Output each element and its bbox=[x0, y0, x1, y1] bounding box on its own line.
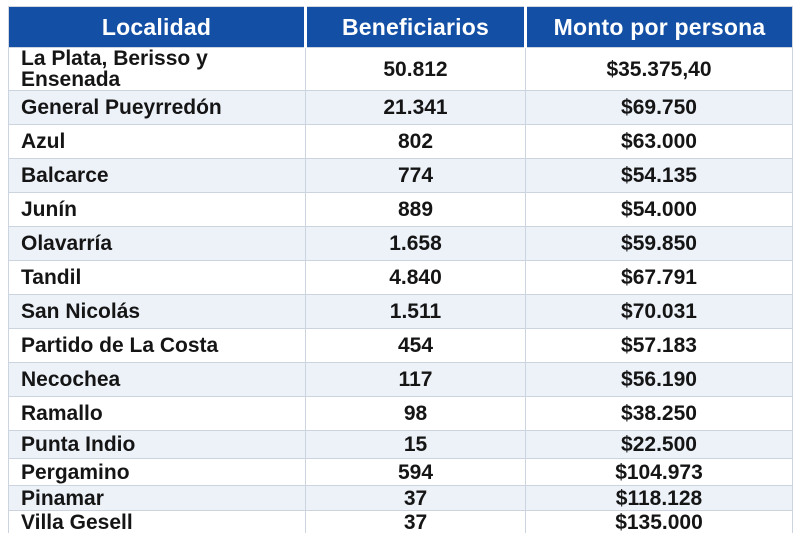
cell-localidad: Pergamino bbox=[8, 458, 306, 486]
cell-monto: $69.750 bbox=[525, 90, 793, 125]
cell-beneficiarios: 774 bbox=[305, 158, 526, 193]
cell-beneficiarios: 37 bbox=[305, 510, 526, 533]
cell-localidad: Ramallo bbox=[8, 396, 306, 431]
cell-monto: $118.128 bbox=[525, 485, 793, 511]
cell-beneficiarios: 594 bbox=[305, 458, 526, 486]
cell-beneficiarios: 454 bbox=[305, 328, 526, 363]
table-row: Partido de La Costa 454 $57.183 bbox=[8, 328, 793, 363]
table-row: Tandil 4.840 $67.791 bbox=[8, 260, 793, 295]
cell-monto: $104.973 bbox=[525, 458, 793, 486]
header-row: Localidad Beneficiarios Monto por person… bbox=[8, 6, 793, 48]
cell-beneficiarios: 4.840 bbox=[305, 260, 526, 295]
cell-localidad: Partido de La Costa bbox=[8, 328, 306, 363]
table-row: Necochea 117 $56.190 bbox=[8, 362, 793, 397]
cell-beneficiarios: 802 bbox=[305, 124, 526, 159]
cell-monto: $59.850 bbox=[525, 226, 793, 261]
cell-beneficiarios: 37 bbox=[305, 485, 526, 511]
cell-beneficiarios: 889 bbox=[305, 192, 526, 227]
cell-localidad: Olavarría bbox=[8, 226, 306, 261]
cell-localidad: Pinamar bbox=[8, 485, 306, 511]
cell-localidad: La Plata, Berisso y Ensenada bbox=[8, 47, 306, 91]
table-row: Punta Indio 15 $22.500 bbox=[8, 430, 793, 459]
table-row: Balcarce 774 $54.135 bbox=[8, 158, 793, 193]
cell-localidad: Azul bbox=[8, 124, 306, 159]
cell-localidad: Balcarce bbox=[8, 158, 306, 193]
cell-localidad: Tandil bbox=[8, 260, 306, 295]
cell-monto: $70.031 bbox=[525, 294, 793, 329]
cell-beneficiarios: 15 bbox=[305, 430, 526, 459]
cell-monto: $63.000 bbox=[525, 124, 793, 159]
cell-beneficiarios: 21.341 bbox=[305, 90, 526, 125]
cell-beneficiarios: 50.812 bbox=[305, 47, 526, 91]
cell-monto: $56.190 bbox=[525, 362, 793, 397]
cell-localidad: Punta Indio bbox=[8, 430, 306, 459]
cell-monto: $135.000 bbox=[525, 510, 793, 533]
cell-localidad: San Nicolás bbox=[8, 294, 306, 329]
cell-beneficiarios: 1.511 bbox=[305, 294, 526, 329]
column-header-beneficiarios: Beneficiarios bbox=[304, 6, 527, 48]
cell-localidad: General Pueyrredón bbox=[8, 90, 306, 125]
table-row: Pergamino 594 $104.973 bbox=[8, 458, 793, 486]
cell-monto: $57.183 bbox=[525, 328, 793, 363]
benefits-table: Localidad Beneficiarios Monto por person… bbox=[8, 6, 793, 533]
cell-localidad: Villa Gesell bbox=[8, 510, 306, 533]
cell-beneficiarios: 117 bbox=[305, 362, 526, 397]
table-row: Olavarría 1.658 $59.850 bbox=[8, 226, 793, 261]
table-row: General Pueyrredón 21.341 $69.750 bbox=[8, 90, 793, 125]
cell-beneficiarios: 1.658 bbox=[305, 226, 526, 261]
table-row: Pinamar 37 $118.128 bbox=[8, 485, 793, 511]
table-row: Villa Gesell 37 $135.000 bbox=[8, 510, 793, 533]
table-row: Ramallo 98 $38.250 bbox=[8, 396, 793, 431]
benefits-table-container: Localidad Beneficiarios Monto por person… bbox=[8, 6, 793, 533]
column-header-monto: Monto por persona bbox=[524, 6, 793, 48]
cell-monto: $54.000 bbox=[525, 192, 793, 227]
cell-beneficiarios: 98 bbox=[305, 396, 526, 431]
cell-monto: $54.135 bbox=[525, 158, 793, 193]
table-row: San Nicolás 1.511 $70.031 bbox=[8, 294, 793, 329]
cell-monto: $22.500 bbox=[525, 430, 793, 459]
cell-monto: $35.375,40 bbox=[525, 47, 793, 91]
cell-localidad: Junín bbox=[8, 192, 306, 227]
cell-monto: $38.250 bbox=[525, 396, 793, 431]
table-row: La Plata, Berisso y Ensenada 50.812 $35.… bbox=[8, 47, 793, 91]
cell-localidad: Necochea bbox=[8, 362, 306, 397]
column-header-localidad: Localidad bbox=[8, 6, 307, 48]
table-row: Azul 802 $63.000 bbox=[8, 124, 793, 159]
cell-monto: $67.791 bbox=[525, 260, 793, 295]
table-row: Junín 889 $54.000 bbox=[8, 192, 793, 227]
